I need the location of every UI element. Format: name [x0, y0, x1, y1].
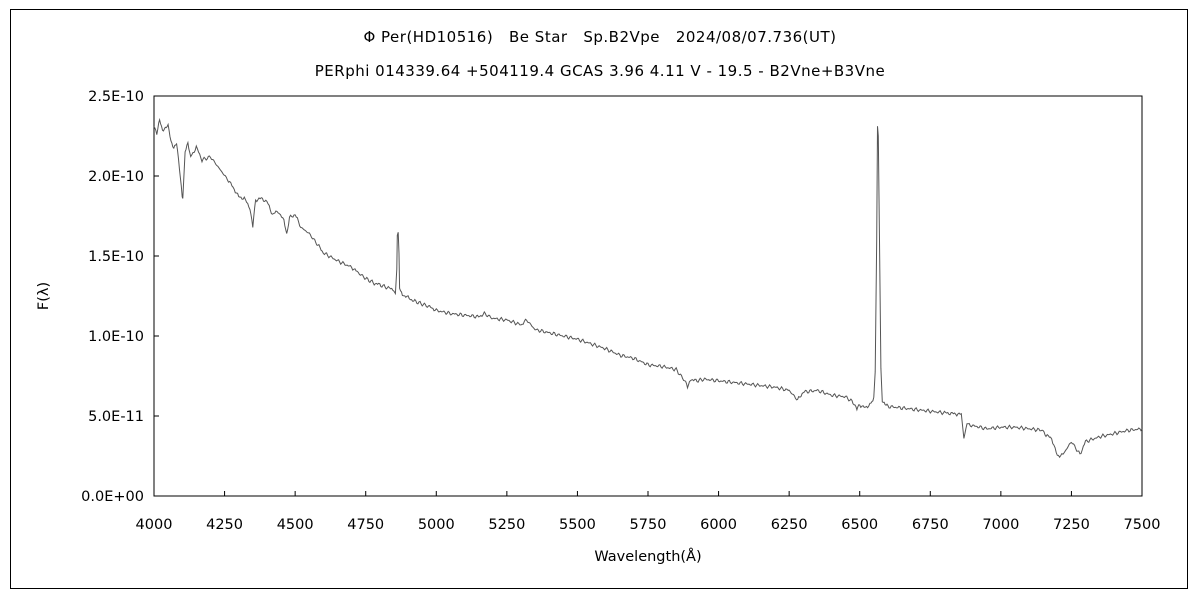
- x-tick-label: 4250: [206, 517, 243, 533]
- x-axis: 4000 4250 4500 4750 5000 5250 5500 5750 6000 6250…: [136, 491, 1161, 533]
- x-tick-label: 5250: [488, 517, 525, 533]
- x-tick-label: 5500: [559, 517, 596, 533]
- x-tick-label: 6750: [912, 517, 949, 533]
- chart-title: Φ Per(HD10516) Be Star Sp.B2Vpe 2024/08/…: [363, 28, 837, 46]
- y-tick-label: 2.5E-10: [88, 89, 144, 105]
- x-tick-label: 4750: [347, 517, 384, 533]
- x-tick-label: 4000: [136, 517, 173, 533]
- y-tick-label: 1.0E-10: [88, 329, 144, 345]
- x-axis-label: Wavelength(Å): [594, 548, 701, 565]
- x-tick-label: 7500: [1124, 517, 1161, 533]
- chart-frame: [10, 9, 1188, 589]
- x-tick-label: 6500: [841, 517, 878, 533]
- x-tick-label: 4500: [277, 517, 314, 533]
- plot-area: [153, 95, 1143, 497]
- y-tick-label: 5.0E-11: [88, 409, 144, 425]
- y-tick-label: 1.5E-10: [88, 249, 144, 265]
- x-tick-label: 6250: [771, 517, 808, 533]
- x-tick-label: 7250: [1053, 517, 1090, 533]
- y-tick-label: 0.0E+00: [81, 489, 144, 505]
- y-axis-label: F(λ): [36, 282, 52, 310]
- x-tick-label: 7000: [982, 517, 1019, 533]
- x-tick-label: 5000: [418, 517, 455, 533]
- chart-subtitle: PERphi 014339.64 +504119.4 GCAS 3.96 4.1…: [314, 62, 886, 80]
- x-tick-label: 5750: [630, 517, 667, 533]
- y-tick-label: 2.0E-10: [88, 169, 144, 185]
- y-axis: 0.0E+00 5.0E-11 1.0E-10 1.5E-10 2.0E-10 2.5E-…: [81, 89, 159, 505]
- spectrum-line: [153, 117, 1143, 459]
- x-tick-label: 6000: [700, 517, 737, 533]
